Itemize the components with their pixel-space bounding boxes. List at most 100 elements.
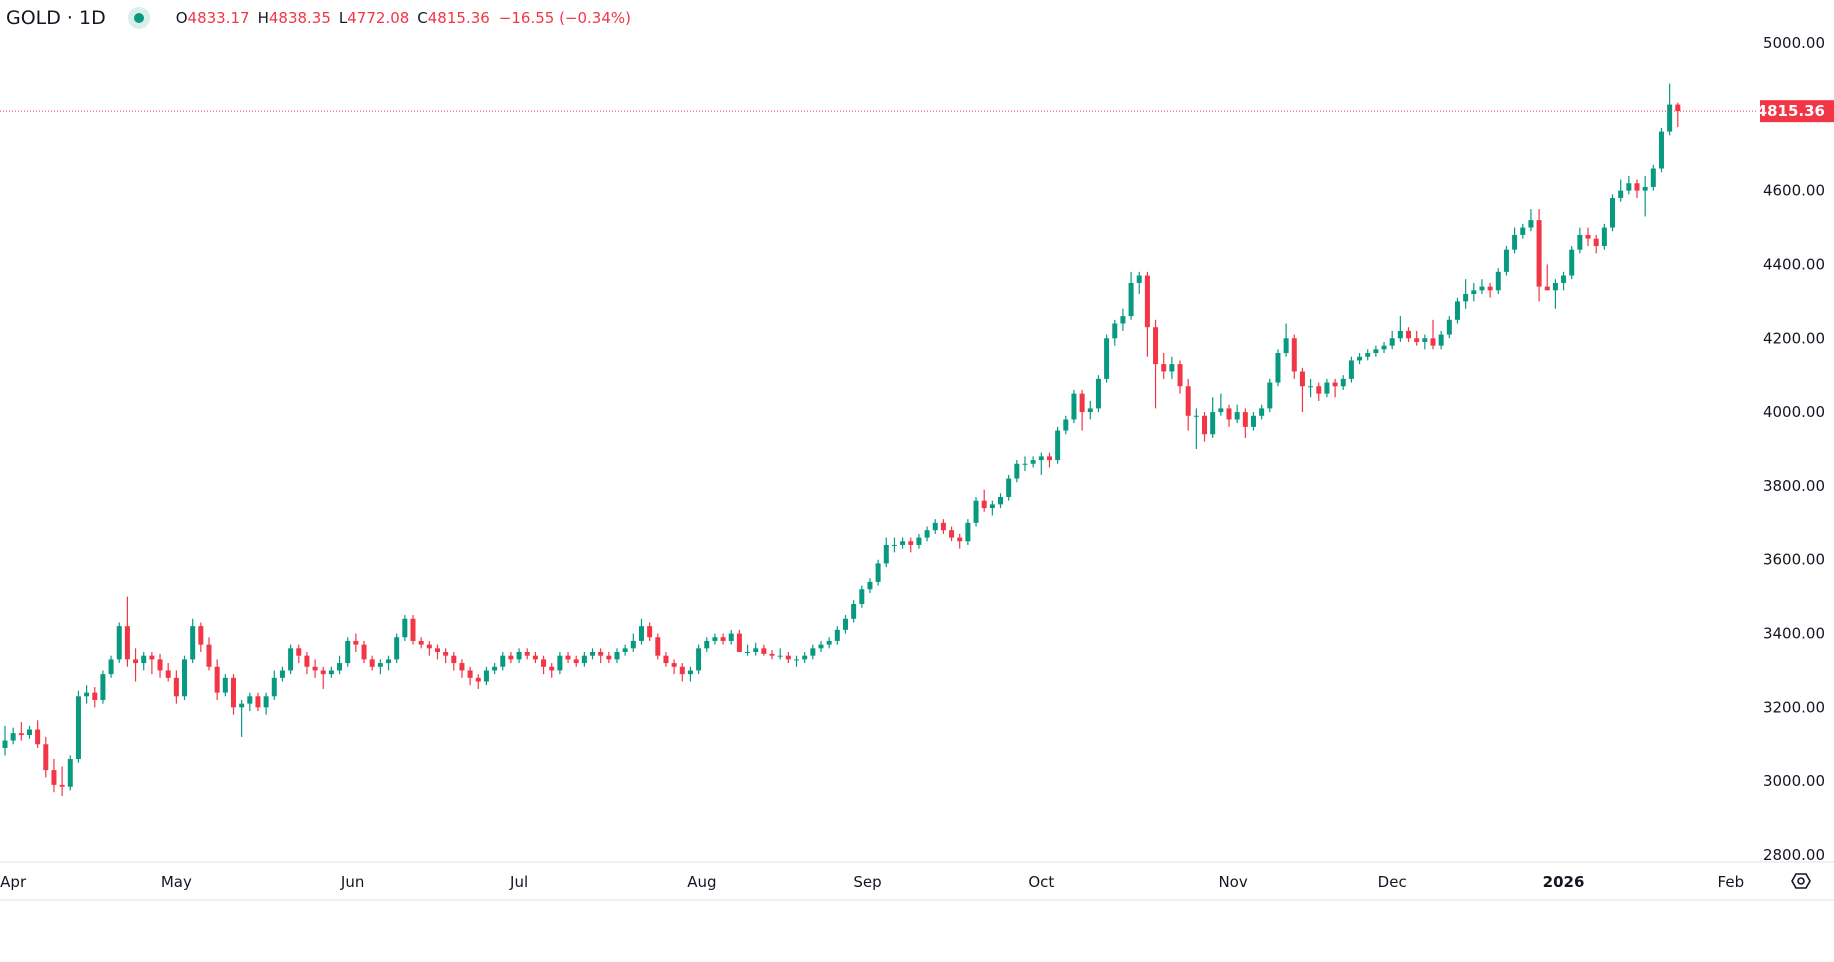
candle bbox=[1618, 179, 1624, 202]
candle-body bbox=[1046, 456, 1052, 461]
candle bbox=[1446, 316, 1452, 339]
candle-body bbox=[655, 637, 661, 656]
candle-body bbox=[1577, 234, 1583, 250]
time-tick-label: 2026 bbox=[1543, 873, 1585, 891]
candle-body bbox=[75, 696, 81, 760]
candle-body bbox=[851, 604, 857, 619]
symbol-legend: GOLD · 1D O 4833.17 H 4838.35 L 4772.08 C 48… bbox=[6, 7, 631, 29]
candle bbox=[1389, 330, 1395, 350]
candle-body bbox=[998, 496, 1004, 505]
candle bbox=[1397, 316, 1403, 342]
candle bbox=[1381, 341, 1387, 354]
candle-body bbox=[451, 655, 457, 664]
candle bbox=[1634, 179, 1640, 199]
time-axis[interactable]: Apr May Jun Jul Aug Sep Oct Nov Dec 2026 Feb bbox=[0, 873, 1744, 891]
candle bbox=[671, 659, 677, 675]
candle-body bbox=[1348, 360, 1354, 379]
candle bbox=[834, 626, 840, 645]
price-tick-label: 3400.00 bbox=[1763, 625, 1825, 643]
candle bbox=[679, 663, 685, 682]
candle bbox=[1226, 404, 1232, 427]
candle-body bbox=[557, 655, 563, 671]
candle-body bbox=[182, 659, 188, 697]
candle-body bbox=[1463, 293, 1469, 302]
candle bbox=[1471, 282, 1477, 302]
candle bbox=[842, 615, 848, 634]
candle bbox=[1528, 209, 1534, 232]
candle bbox=[728, 629, 734, 645]
time-tick-label: Apr bbox=[0, 873, 27, 891]
candle bbox=[1503, 246, 1509, 276]
candle bbox=[1365, 349, 1371, 361]
candle bbox=[1324, 378, 1330, 398]
candle-body bbox=[173, 677, 179, 697]
candle bbox=[810, 644, 816, 660]
candle-body bbox=[67, 759, 73, 787]
candle bbox=[337, 655, 343, 675]
candle-body bbox=[483, 670, 489, 682]
candle bbox=[1006, 474, 1012, 501]
candle-body bbox=[1324, 382, 1330, 394]
symbol-title[interactable]: GOLD · 1D bbox=[6, 7, 106, 29]
candle bbox=[386, 655, 392, 671]
candle bbox=[377, 659, 383, 675]
candle bbox=[1095, 375, 1101, 413]
candle bbox=[1299, 367, 1305, 413]
candle-body bbox=[133, 659, 139, 664]
candle-body bbox=[1503, 249, 1509, 272]
candle bbox=[1071, 389, 1077, 424]
candle-body bbox=[1397, 330, 1403, 339]
candle-body bbox=[198, 626, 204, 645]
price-axis[interactable]: 5000.00 4600.00 4400.00 4200.00 4000.00 3800.… bbox=[1763, 34, 1825, 864]
candle bbox=[1642, 175, 1648, 217]
candle-body bbox=[1144, 275, 1150, 328]
candle bbox=[1169, 356, 1175, 379]
candle bbox=[1414, 330, 1420, 346]
time-tick-label: Feb bbox=[1718, 873, 1745, 891]
candle-body bbox=[1544, 286, 1550, 291]
candle-body bbox=[1014, 463, 1020, 479]
candle-body bbox=[1430, 338, 1436, 346]
candle-body bbox=[549, 666, 555, 671]
candle-body bbox=[43, 744, 49, 771]
candle-body bbox=[834, 629, 840, 641]
candle bbox=[173, 670, 179, 704]
candle bbox=[1569, 246, 1575, 280]
candle-body bbox=[2, 740, 8, 748]
candle bbox=[124, 596, 130, 667]
candle bbox=[18, 722, 24, 741]
candle-body bbox=[1406, 330, 1412, 339]
candle bbox=[704, 637, 710, 652]
candle-body bbox=[875, 563, 881, 582]
candle-body bbox=[647, 626, 653, 638]
settings-gear-icon[interactable] bbox=[1791, 873, 1811, 889]
candle bbox=[867, 578, 873, 593]
candle-body bbox=[149, 655, 155, 660]
candle bbox=[214, 659, 220, 700]
candle bbox=[75, 690, 81, 763]
candle-body bbox=[230, 677, 236, 708]
candle-body bbox=[337, 663, 343, 671]
candle-body bbox=[1291, 338, 1297, 372]
candle-body bbox=[51, 770, 57, 785]
candle bbox=[1585, 227, 1591, 246]
close-label: C bbox=[417, 9, 428, 27]
candle-body bbox=[222, 677, 228, 693]
candle-body bbox=[1275, 353, 1281, 383]
candle-body bbox=[402, 618, 408, 638]
candle bbox=[1242, 408, 1248, 438]
candle bbox=[108, 655, 114, 678]
candle-body bbox=[100, 674, 106, 700]
candle-body bbox=[1479, 286, 1485, 291]
candle bbox=[973, 496, 979, 527]
candle-body bbox=[239, 703, 245, 708]
candle-body bbox=[1585, 234, 1591, 239]
candle bbox=[1234, 404, 1240, 424]
candle bbox=[263, 692, 269, 715]
candle-body bbox=[190, 626, 196, 660]
candle-body bbox=[810, 648, 816, 656]
candle bbox=[67, 755, 73, 791]
candle bbox=[230, 674, 236, 715]
candle bbox=[891, 537, 897, 553]
